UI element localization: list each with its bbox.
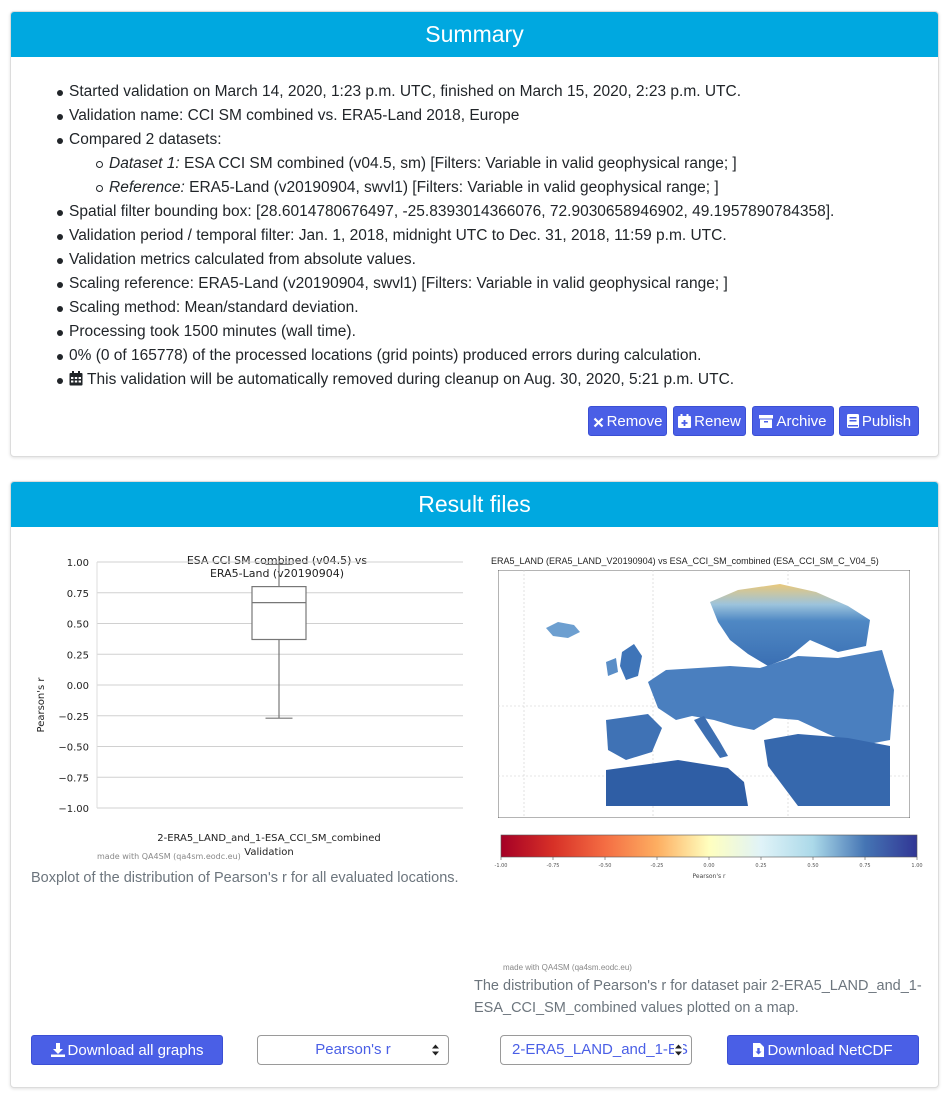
y-tick-label: 0.50 [67,620,89,631]
y-tick-label: 0.25 [67,650,89,661]
summary-card: Summary Started validation on March 14, … [10,11,939,457]
download-icon [50,1043,65,1057]
summary-header: Summary [11,12,938,57]
select-caret-icon [674,1043,683,1057]
dataset-list: Dataset 1: ESA CCI SM combined (v04.5, s… [69,152,834,200]
summary-cleanup: This validation will be automatically re… [56,368,834,392]
map-caption: The distribution of Pearson's r for data… [474,978,922,1016]
y-tick-label: −0.25 [58,712,89,723]
colorbar-tick-label: -1.00 [495,863,508,869]
results-header: Result files [11,482,938,527]
summary-cleanup-text: This validation will be automatically re… [87,371,735,388]
file-download-icon [753,1043,765,1057]
archive-button[interactable]: Archive [752,406,834,436]
summary-scaling-ref: Scaling reference: ERA5-Land (v20190904,… [56,272,834,296]
chart-title-line2: ERA5-Land (v20190904) [210,567,344,580]
y-tick-label: 0.00 [67,681,89,692]
summary-scaling-method: Scaling method: Mean/standard deviation. [56,296,834,320]
colorbar-tick-label: 0.25 [755,863,766,869]
boxplot-caption: Boxplot of the distribution of Pearson's… [31,870,459,886]
colorbar-tick-label: 0.00 [703,863,714,869]
archive-icon [759,415,774,428]
colorbar-tick-label: 0.75 [859,863,870,869]
map-title: ERA5_LAND (ERA5_LAND_V20190904) vs ESA_C… [491,556,879,566]
download-netcdf-label: Download NetCDF [767,1042,893,1059]
download-netcdf-button[interactable]: Download NetCDF [727,1035,919,1065]
dataset-item-reference: Reference: ERA5-Land (v20190904, swvl1) … [95,176,834,200]
close-icon [593,417,603,428]
dataset1-label: Dataset 1: [109,155,180,172]
summary-processing: Processing took 1500 minutes (wall time)… [56,320,834,344]
dataset-pair-select-value: 2-ERA5_LAND_and_1-ES [512,1041,688,1058]
chart-watermark: made with QA4SM (qa4sm.eodc.eu) [97,852,241,861]
download-graphs-label: Download all graphs [67,1042,204,1059]
summary-metrics: Validation metrics calculated from absol… [56,248,834,272]
colorbar-tick-label: -0.75 [547,863,560,869]
chart-title-line1: ESA CCI SM combined (v04.5) vs [187,554,368,567]
dataset1-text: ESA CCI SM combined (v04.5, sm) [Filters… [179,155,737,172]
y-tick-label: −1.00 [58,804,89,815]
calendar-plus-icon [678,414,692,428]
summary-period: Validation period / temporal filter: Jan… [56,224,834,248]
box-iqr [251,585,307,641]
y-tick-label: 1.00 [67,558,89,569]
colorbar-tick-label: -0.50 [599,863,612,869]
archive-button-label: Archive [776,413,827,430]
remove-button[interactable]: Remove [588,406,667,436]
y-tick-label: −0.75 [58,773,89,784]
summary-compared: Compared 2 datasets: Dataset 1: ESA CCI … [56,128,834,200]
summary-started: Started validation on March 14, 2020, 1:… [56,80,834,104]
y-tick-label: 0.75 [67,589,89,600]
select-caret-icon [432,1044,439,1056]
dataset-item-1: Dataset 1: ESA CCI SM combined (v04.5, s… [95,152,834,176]
calendar-icon [69,371,83,386]
dataset-pair-select[interactable]: 2-ERA5_LAND_and_1-ES [500,1035,692,1065]
renew-button[interactable]: Renew [673,406,746,436]
summary-list: Started validation on March 14, 2020, 1:… [56,80,834,392]
chart-ylabel: Pearson's r [36,677,47,733]
correlation-map [498,570,910,818]
colorbar-label: Pearson's r [693,873,727,880]
reference-label: Reference: [109,179,185,196]
map-colorbar: -1.00 -0.75 -0.50 -0.25 0.00 0.25 0.50 0.75 1.00… [495,834,923,880]
summary-compared-label: Compared 2 datasets: [69,131,222,148]
results-card: Result files ESA CCI SM combined (v04.5)… [10,481,939,1088]
book-icon [846,414,859,428]
colorbar-tick-label: 1.00 [911,863,922,869]
metric-select[interactable]: Pearson's r [257,1035,449,1065]
publish-button[interactable]: Publish [839,406,919,436]
renew-button-label: Renew [694,413,741,430]
colorbar-tick-label: 0.50 [807,863,818,869]
publish-button-label: Publish [861,413,912,430]
boxplot-chart: ESA CCI SM combined (v04.5) vs ERA5-Land… [36,554,463,861]
summary-name: Validation name: CCI SM combined vs. ERA… [56,104,834,128]
chart-xlabel: Validation [244,847,293,858]
y-tick-label: −0.50 [58,743,89,754]
colorbar-tick-label: -0.25 [651,863,664,869]
chart-category-label: 2-ERA5_LAND_and_1-ESA_CCI_SM_combined [157,833,381,844]
map-watermark: made with QA4SM (qa4sm.eodc.eu) [503,963,632,972]
metric-select-value: Pearson's r [315,1041,391,1058]
remove-button-label: Remove [606,413,663,430]
summary-errors: 0% (0 of 165778) of the processed locati… [56,344,834,368]
summary-spatial: Spatial filter bounding box: [28.6014780… [56,200,834,224]
download-graphs-button[interactable]: Download all graphs [31,1035,223,1065]
reference-text: ERA5-Land (v20190904, swvl1) [Filters: V… [184,179,719,196]
